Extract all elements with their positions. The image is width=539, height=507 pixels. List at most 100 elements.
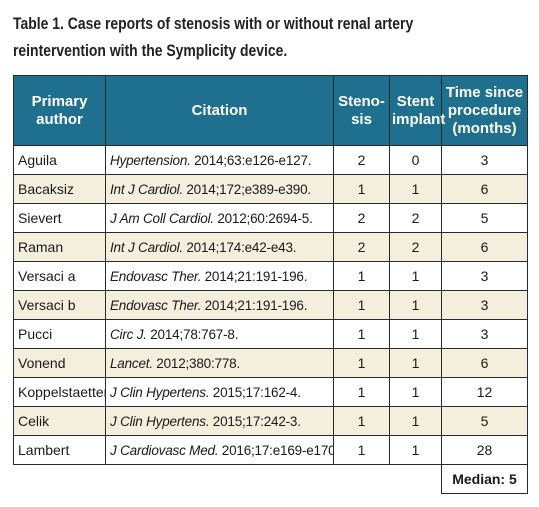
citation-details: 2014;21:191-196. — [204, 297, 308, 313]
number-cell: 6 — [441, 174, 528, 204]
number-cell: 1 — [389, 319, 442, 349]
author-cell: Versaci a — [13, 261, 106, 291]
number-cell: 3 — [441, 319, 528, 349]
journal: Lancet. — [110, 355, 153, 371]
number-cell: 1 — [333, 348, 390, 378]
number-cell: 2 — [333, 203, 390, 233]
author-cell: Versaci b — [13, 290, 106, 320]
author-cell: Sievert — [13, 203, 106, 233]
journal: Circ J. — [110, 326, 147, 342]
column-header: Time since procedure (months) — [441, 75, 528, 146]
citation-details: 2016;17:e169-e170. — [221, 442, 334, 458]
number-cell: 2 — [333, 232, 390, 262]
number-cell: 28 — [441, 435, 528, 465]
journal: Endovasc Ther. — [110, 297, 202, 313]
number-cell: 6 — [441, 348, 528, 378]
author-cell: Vonend — [13, 348, 106, 378]
number-cell: 2 — [333, 145, 390, 175]
number-cell: 5 — [441, 203, 528, 233]
journal: Hypertension. — [110, 152, 191, 168]
journal: J Clin Hypertens. — [110, 413, 210, 429]
table-title: Table 1. Case reports of stenosis with o… — [13, 14, 414, 60]
citation-cell: J Cardiovasc Med. 2016;17:e169-e170. — [105, 435, 334, 465]
citation-cell: Endovasc Ther. 2014;21:191-196. — [105, 290, 334, 320]
author-cell: Celik — [13, 406, 106, 436]
author-cell: Koppelstaetter — [13, 377, 106, 407]
citation-cell: J Clin Hypertens. 2015;17:242-3. — [105, 406, 334, 436]
spacer — [13, 464, 442, 494]
table-row: Aguila Hypertension. 2014;63:e126-e127. 2 0 3 — [13, 145, 528, 175]
journal: J Cardiovasc Med. — [110, 442, 219, 458]
number-cell: 1 — [389, 261, 442, 291]
journal: Int J Cardiol. — [110, 181, 183, 197]
citation-cell: Int J Cardiol. 2014;172;e389-e390. — [105, 174, 334, 204]
number-cell: 2 — [389, 203, 442, 233]
journal: J Clin Hypertens. — [110, 384, 210, 400]
citation-details: 2014;21:191-196. — [204, 268, 308, 284]
number-cell: 12 — [441, 377, 528, 407]
table-row: Versaci b Endovasc Ther. 2014;21:191-196. 1… — [13, 290, 528, 320]
number-cell: 1 — [389, 348, 442, 378]
footer-row: Median: 5 — [13, 464, 528, 494]
author-cell: Raman — [13, 232, 106, 262]
table-body: Aguila Hypertension. 2014;63:e126-e127. 2 0 3… — [13, 145, 528, 494]
table-row: Koppelstaetter J Clin Hypertens. 2015;17:1… — [13, 377, 528, 407]
number-cell: 1 — [333, 174, 390, 204]
column-header: Steno- sis — [333, 75, 390, 146]
number-cell: 1 — [333, 435, 390, 465]
author-cell: Lambert — [13, 435, 106, 465]
number-cell: 1 — [333, 290, 390, 320]
citation-details: 2014;172;e389-e390. — [186, 181, 311, 197]
data-table: Primary author Citation Steno- sis Stent im… — [13, 75, 528, 494]
column-header: Stent implant — [389, 75, 445, 146]
number-cell: 1 — [333, 377, 390, 407]
number-cell: 1 — [333, 319, 390, 349]
number-cell: 1 — [389, 435, 442, 465]
citation-details: 2015;17:162-4. — [212, 384, 301, 400]
column-header: Citation — [105, 75, 334, 146]
author-cell: Bacaksiz — [13, 174, 106, 204]
number-cell: 1 — [389, 174, 442, 204]
number-cell: 1 — [389, 406, 442, 436]
number-cell: 5 — [441, 406, 528, 436]
table-row: Sievert J Am Coll Cardiol. 2012;60:2694-5.… — [13, 203, 528, 233]
number-cell: 1 — [333, 406, 390, 436]
citation-cell: Lancet. 2012;380:778. — [105, 348, 334, 378]
number-cell: 2 — [389, 232, 442, 262]
journal: J Am Coll Cardiol. — [110, 210, 214, 226]
author-cell: Aguila — [13, 145, 106, 175]
number-cell: 3 — [441, 145, 528, 175]
table-row: Bacaksiz Int J Cardiol. 2014;172;e389-e390… — [13, 174, 528, 204]
number-cell: 1 — [389, 377, 442, 407]
table-row: Versaci a Endovasc Ther. 2014;21:191-196. 1… — [13, 261, 528, 291]
median-cell: Median: 5 — [441, 464, 528, 494]
number-cell: 1 — [333, 261, 390, 291]
citation-details: 2014;63:e126-e127. — [194, 152, 312, 168]
header-row: Primary author Citation Steno- sis Stent im… — [13, 75, 528, 146]
citation-cell: Int J Cardiol. 2014;174:e42-e43. — [105, 232, 334, 262]
journal: Endovasc Ther. — [110, 268, 202, 284]
citation-cell: Circ J. 2014;78:767-8. — [105, 319, 334, 349]
number-cell: 3 — [441, 261, 528, 291]
number-cell: 0 — [389, 145, 442, 175]
journal: Int J Cardiol. — [110, 239, 183, 255]
table-row: Raman Int J Cardiol. 2014;174:e42-e43. 2 2 6 — [13, 232, 528, 262]
citation-details: 2015;17:242-3. — [212, 413, 301, 429]
citation-details: 2012;60:2694-5. — [217, 210, 313, 226]
author-cell: Pucci — [13, 319, 106, 349]
number-cell: 3 — [441, 290, 528, 320]
number-cell: 1 — [389, 290, 442, 320]
citation-cell: J Am Coll Cardiol. 2012;60:2694-5. — [105, 203, 334, 233]
table-row: Pucci Circ J. 2014;78:767-8. 1 1 3 — [13, 319, 528, 349]
citation-cell: Endovasc Ther. 2014;21:191-196. — [105, 261, 334, 291]
citation-details: 2012;380:778. — [156, 355, 240, 371]
table-row: Celik J Clin Hypertens. 2015;17:242-3. 1 1 5 — [13, 406, 528, 436]
column-header: Primary author — [13, 75, 106, 146]
citation-cell: J Clin Hypertens. 2015;17:162-4. — [105, 377, 334, 407]
citation-details: 2014;78:767-8. — [150, 326, 239, 342]
citation-details: 2014;174:e42-e43. — [186, 239, 297, 255]
citation-cell: Hypertension. 2014;63:e126-e127. — [105, 145, 334, 175]
table-row: Lambert J Cardiovasc Med. 2016;17:e169-e17… — [13, 435, 528, 465]
number-cell: 6 — [441, 232, 528, 262]
